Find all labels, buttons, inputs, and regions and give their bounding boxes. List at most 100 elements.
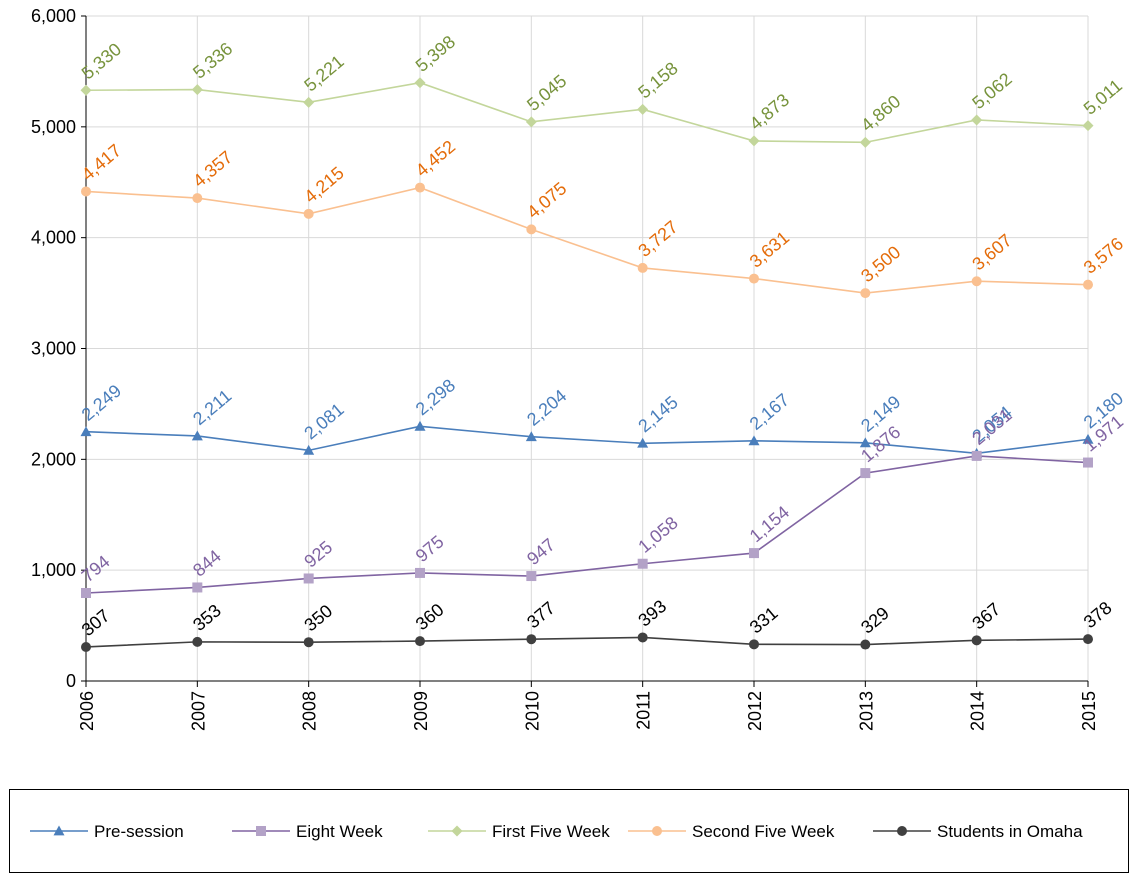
data-label: 5,398 [412, 32, 459, 76]
data-label: 4,860 [857, 91, 904, 135]
data-point [303, 637, 314, 648]
data-label: 5,330 [78, 39, 125, 83]
legend-frame [9, 789, 1129, 873]
y-tick-label: 2,000 [31, 449, 76, 469]
data-label: 5,158 [634, 58, 681, 102]
data-point [749, 639, 759, 650]
data-label: 4,357 [189, 147, 236, 191]
data-point [971, 114, 983, 126]
data-point [971, 276, 982, 287]
data-label: 393 [634, 596, 670, 631]
data-point [749, 548, 759, 559]
data-point [1082, 433, 1094, 444]
y-tick-label: 3,000 [31, 339, 76, 359]
data-point [637, 103, 649, 115]
data-point [414, 420, 426, 431]
data-label: 925 [300, 537, 336, 572]
data-label: 3,576 [1080, 233, 1127, 277]
x-tick-label: 2011 [634, 691, 654, 730]
axes: 0 1,000 2,000 3,000 4,000 5,000 6,000 2006 2007 2… [31, 6, 1099, 731]
data-label: 947 [523, 534, 559, 569]
data-point [1082, 120, 1094, 132]
data-label: 350 [300, 601, 336, 636]
legend-label: Eight Week [296, 822, 383, 841]
y-tick-label: 4,000 [31, 228, 76, 248]
data-point [80, 426, 92, 437]
legend-marker [53, 825, 65, 836]
series-second-five-week: 4,417 4,357 4,215 4,452 4,075 3,727 3,631 3,500… [78, 136, 1127, 299]
series-line-first-five-week [85, 81, 1089, 144]
data-point [1083, 457, 1093, 468]
data-point [415, 567, 425, 578]
data-label: 331 [746, 603, 782, 638]
data-label: 3,607 [968, 230, 1015, 274]
data-point [860, 639, 871, 650]
x-tick-label: 2006 [77, 691, 97, 731]
data-label: 1,058 [634, 513, 681, 557]
data-point [415, 636, 425, 647]
series-line-second-five-week [85, 186, 1089, 294]
data-point [303, 444, 315, 455]
x-tick-label: 2010 [522, 691, 542, 731]
data-label: 353 [189, 600, 225, 635]
data-label: 307 [78, 605, 114, 640]
data-label: 3,631 [746, 227, 793, 271]
data-point [525, 116, 537, 128]
data-label: 2,204 [523, 386, 570, 430]
data-label: 5,221 [300, 51, 347, 95]
data-point [748, 435, 760, 446]
y-tick-label: 0 [66, 671, 76, 691]
data-point [303, 96, 315, 108]
y-tick-label: 1,000 [31, 560, 76, 580]
series-line-eight-week [85, 455, 1089, 594]
x-tick-label: 2013 [856, 691, 876, 731]
data-point [860, 288, 871, 299]
data-point [191, 430, 203, 441]
data-point [748, 135, 760, 147]
legend: Pre-session Eight Week First Five Week Seco… [30, 822, 1083, 841]
data-point [414, 77, 426, 89]
data-label: 377 [523, 598, 559, 633]
data-point [637, 262, 648, 273]
data-label: 4,215 [300, 163, 347, 207]
data-label: 5,011 [1080, 75, 1126, 118]
legend-marker [897, 826, 907, 836]
data-label: 4,075 [523, 178, 570, 222]
y-tick-label: 5,000 [31, 117, 76, 137]
data-point [525, 431, 537, 442]
data-point [303, 208, 314, 219]
data-label: 360 [412, 600, 448, 635]
x-tick-label: 2008 [300, 691, 320, 731]
data-label: 5,045 [523, 71, 570, 115]
data-point [303, 573, 314, 584]
legend-item-students-in-omaha: Students in Omaha [873, 822, 1083, 841]
data-label: 5,062 [968, 69, 1015, 113]
data-label: 3,727 [634, 217, 681, 261]
data-point [637, 437, 649, 448]
data-point [191, 84, 203, 96]
y-tick-label: 6,000 [31, 6, 76, 26]
data-label: 1,154 [746, 502, 793, 546]
data-point [859, 437, 871, 448]
data-point [81, 587, 91, 598]
legend-item-first-five-week: First Five Week [428, 822, 610, 841]
data-label: 378 [1080, 598, 1116, 633]
data-label: 329 [857, 603, 893, 638]
data-label: 3,500 [857, 242, 904, 286]
legend-marker [256, 826, 266, 836]
legend-label: Students in Omaha [937, 822, 1083, 841]
data-point [526, 634, 537, 645]
x-tick-label: 2007 [188, 691, 208, 731]
data-point [415, 182, 425, 193]
data-label: 2,081 [300, 399, 347, 443]
data-label: 4,417 [78, 140, 125, 184]
data-point [81, 186, 91, 197]
data-label: 367 [968, 599, 1004, 634]
data-label: 794 [78, 551, 114, 586]
x-tick-label: 2012 [745, 691, 765, 731]
